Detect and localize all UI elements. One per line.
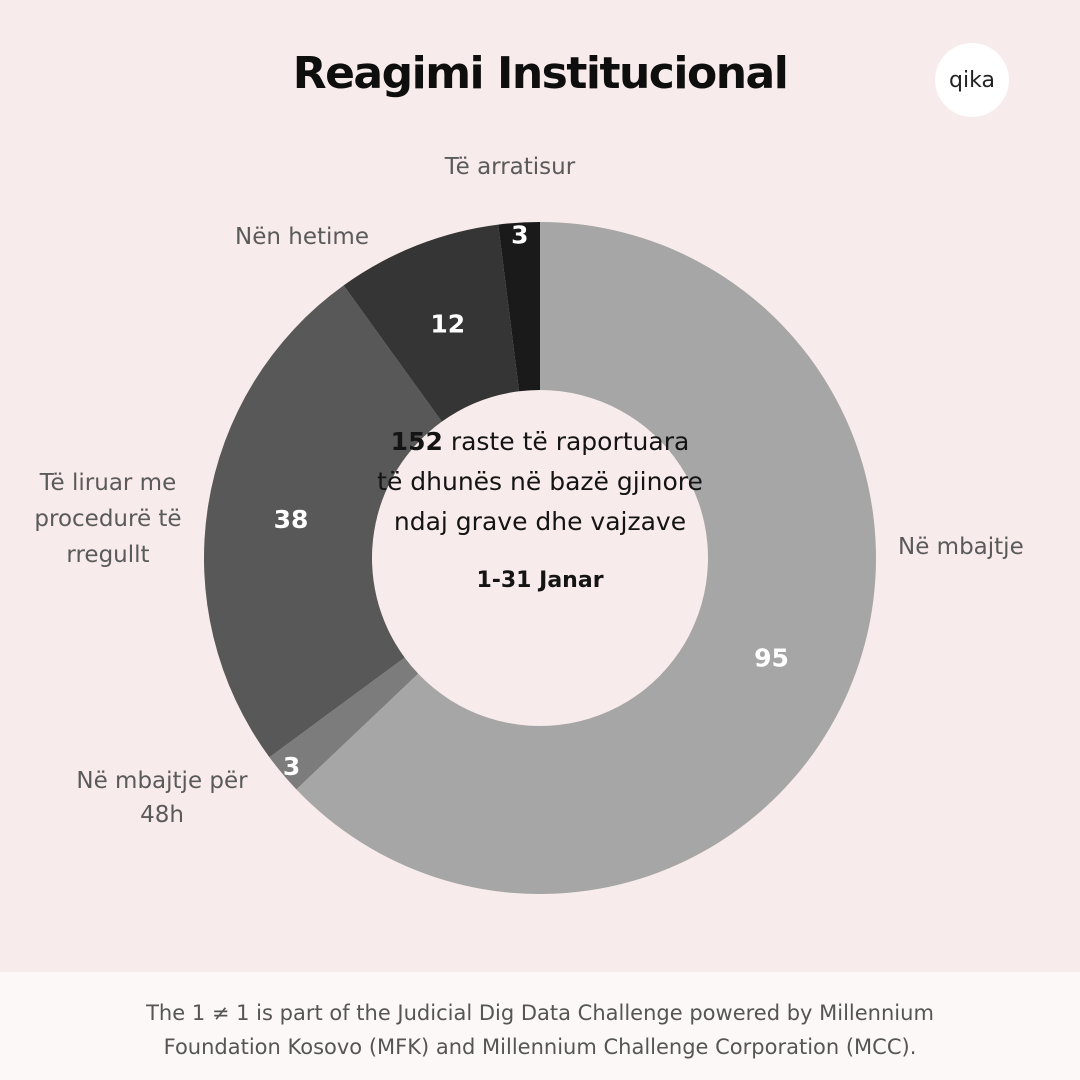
slice-label-3: Nën hetime (235, 224, 369, 250)
slice-value-1: 3 (283, 752, 300, 781)
footer-text: The 1 ≠ 1 is part of the Judicial Dig Da… (40, 996, 1040, 1064)
slice-3 (343, 224, 520, 422)
slice-value-4: 3 (511, 221, 528, 250)
center-description: raste të raportuara të dhunës në bazë gj… (377, 427, 703, 536)
logo-text: qika (949, 67, 995, 93)
footer-line-2: Foundation Kosovo (MFK) and Millennium C… (163, 1035, 917, 1059)
total-count: 152 (390, 427, 443, 456)
period-label: 1-31 Janar (476, 568, 604, 593)
slice-value-0: 95 (754, 643, 789, 672)
qika-logo: qika (935, 43, 1009, 117)
slice-label-2: Të liruar me procedurë të rregullt (34, 470, 181, 568)
slice-2 (204, 285, 442, 758)
slice-0 (296, 222, 876, 895)
donut-center: 152 raste të raportuara të dhunës në baz… (375, 422, 705, 593)
page-title: Reagimi Institucional (292, 48, 789, 99)
slice-4 (498, 222, 540, 392)
slice-label-1: Në mbajtje për 48h (76, 768, 248, 828)
slice-label-4: Të arratisur (444, 154, 576, 180)
slice-label-0: Në mbajtje (898, 534, 1024, 560)
center-summary: 152 raste të raportuara të dhunës në baz… (375, 422, 705, 542)
footer: The 1 ≠ 1 is part of the Judicial Dig Da… (0, 972, 1080, 1080)
slice-value-2: 38 (274, 505, 309, 534)
footer-line-1: The 1 ≠ 1 is part of the Judicial Dig Da… (146, 1001, 934, 1025)
slice-1 (269, 657, 419, 790)
donut-chart: 95 3 38 12 3 Në mbajtje Në mbajtje për 48h Të l… (34, 154, 1024, 895)
slice-value-3: 12 (430, 309, 465, 338)
